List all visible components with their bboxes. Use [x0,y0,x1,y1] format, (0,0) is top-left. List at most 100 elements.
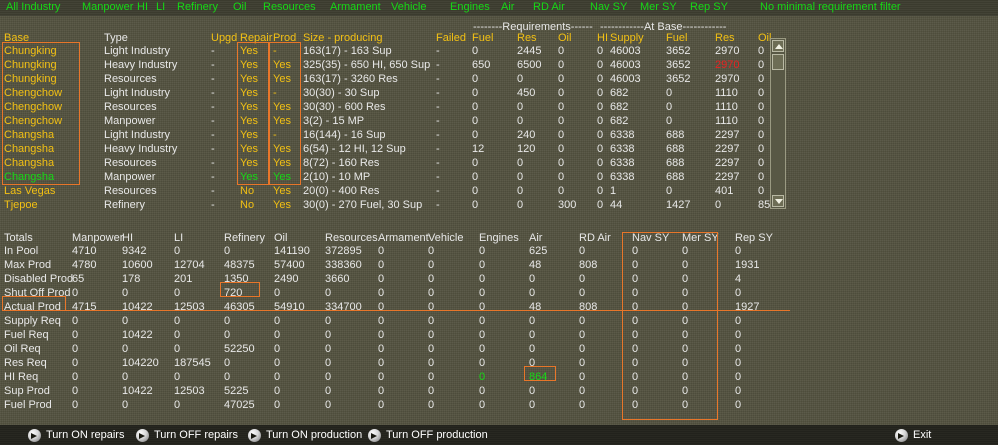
base-cell-repair[interactable]: Yes [240,45,258,57]
menu-item-engines[interactable]: Engines [450,1,490,13]
scroll-down-button[interactable] [772,195,784,207]
button-turn-off-repairs[interactable]: Turn OFF repairs [136,428,238,443]
menu-item-all-industry[interactable]: All Industry [6,1,61,13]
button-turn-on-production[interactable]: Turn ON production [248,428,362,443]
base-cell-base[interactable]: Changsha [4,143,55,155]
base-col-header-ab-res[interactable]: Res [715,32,735,44]
menu-item-li[interactable]: LI [156,1,166,13]
base-table-scrollbar[interactable] [770,38,786,209]
base-cell-repair[interactable]: Yes [240,157,258,169]
button-turn-on-repairs[interactable]: Turn ON repairs [28,428,124,443]
base-cell-base[interactable]: Chungking [4,59,57,71]
base-cell-prod[interactable]: - [273,87,277,99]
scroll-up-button[interactable] [772,40,784,52]
base-cell-prod[interactable]: Yes [273,101,291,113]
base-cell-prod[interactable]: Yes [273,143,291,155]
menu-item-mer-sy[interactable]: Mer SY [640,1,677,13]
base-cell-req-oil: 0 [558,185,565,197]
base-cell-repair[interactable]: Yes [240,87,258,99]
base-col-header-ab-oil[interactable]: Oil [758,32,772,44]
base-col-header-type[interactable]: Type [104,32,128,44]
totals-cell-refinery: 720 [224,287,243,299]
menu-item-rep-sy[interactable]: Rep SY [690,1,728,13]
base-cell-repair[interactable]: Yes [240,143,258,155]
base-cell-repair[interactable]: No [240,185,255,197]
menu-item-air[interactable]: Air [501,1,515,13]
totals-cell-resources: 0 [325,287,332,299]
menu-item-resources[interactable]: Resources [263,1,316,13]
base-cell-prod[interactable]: Yes [273,73,291,85]
base-cell-prod[interactable]: Yes [273,157,291,169]
menu-item-armament[interactable]: Armament [330,1,381,13]
base-col-header-req-fuel[interactable]: Fuel [472,32,494,44]
totals-col-header-rd-air: RD Air [579,232,611,244]
base-cell-base[interactable]: Changsha [4,157,55,169]
base-cell-ab-oil: 0 [758,73,765,85]
base-cell-prod[interactable]: Yes [273,185,291,197]
base-cell-base[interactable]: Chungking [4,45,57,57]
base-col-header-req-hi[interactable]: HI [597,32,608,44]
totals-cell-refinery: 0 [224,245,231,257]
base-col-header-prod[interactable]: Prod [273,32,297,44]
menu-item-nav-sy[interactable]: Nav SY [590,1,628,13]
base-cell-repair[interactable]: Yes [240,171,258,183]
base-cell-upgd: - [211,115,215,127]
base-cell-prod[interactable]: - [273,45,277,57]
menu-item-no-minimal-requirement-filter[interactable]: No minimal requirement filter [760,1,901,13]
base-col-header-size[interactable]: Size - producing [303,32,383,44]
totals-row-label: Shut Off Prod [4,287,71,299]
base-cell-base[interactable]: Las Vegas [4,185,56,197]
chevron-up-icon [775,44,783,49]
base-col-header-ab-supply[interactable]: Supply [610,32,644,44]
base-cell-req-fuel: 0 [472,73,479,85]
base-cell-upgd: - [211,171,215,183]
base-col-header-base[interactable]: Base [4,32,30,44]
base-cell-ab-supply: 682 [610,87,629,99]
base-col-header-failed[interactable]: Failed [436,32,466,44]
base-cell-base[interactable]: Chengchow [4,115,63,127]
menu-item-hi[interactable]: HI [137,1,148,13]
base-col-header-upgd[interactable]: Upgd [211,32,238,44]
base-cell-prod[interactable]: Yes [273,171,291,183]
base-cell-req-fuel: 0 [472,171,479,183]
menu-item-manpower[interactable]: Manpower [82,1,134,13]
base-cell-failed: - [436,87,440,99]
totals-cell-air: 0 [529,315,536,327]
base-cell-prod[interactable]: Yes [273,115,291,127]
base-cell-prod[interactable]: Yes [273,199,291,211]
base-col-header-req-res[interactable]: Res [517,32,537,44]
base-cell-prod[interactable]: Yes [273,59,291,71]
menu-item-oil[interactable]: Oil [233,1,247,13]
base-cell-base[interactable]: Chengchow [4,101,63,113]
menu-item-vehicle[interactable]: Vehicle [391,1,427,13]
base-col-header-ab-fuel[interactable]: Fuel [666,32,688,44]
totals-cell-engines: 0 [479,259,486,271]
totals-col-header-refinery: Refinery [224,232,265,244]
base-cell-repair[interactable]: No [240,199,255,211]
base-cell-repair[interactable]: Yes [240,115,258,127]
button-turn-off-production[interactable]: Turn OFF production [368,428,488,443]
totals-cell-rd-air: 0 [579,273,586,285]
base-col-header-repair[interactable]: Repair [240,32,273,44]
totals-col-header-rep-sy: Rep SY [735,232,773,244]
totals-cell-air: 0 [529,329,536,341]
base-cell-failed: - [436,59,440,71]
base-cell-base[interactable]: Chungking [4,73,57,85]
exit-button[interactable]: Exit [895,428,931,443]
base-cell-base[interactable]: Chengchow [4,87,63,99]
base-cell-repair[interactable]: Yes [240,59,258,71]
base-cell-repair[interactable]: Yes [240,129,258,141]
menu-item-refinery[interactable]: Refinery [177,1,218,13]
base-cell-base[interactable]: Changsha [4,129,55,141]
menu-item-rd-air[interactable]: RD Air [533,1,565,13]
base-cell-base[interactable]: Tjepoe [4,199,38,211]
totals-cell-rep-sy: 1927 [735,301,760,313]
base-col-header-req-oil[interactable]: Oil [558,32,572,44]
base-cell-repair[interactable]: Yes [240,101,258,113]
base-cell-repair[interactable]: Yes [240,73,258,85]
base-cell-prod[interactable]: - [273,129,277,141]
arrow-right-icon [248,429,261,442]
scrollbar-thumb[interactable] [772,54,784,70]
base-cell-base[interactable]: Changsha [4,171,55,183]
totals-cell-hi: 104220 [122,357,159,369]
